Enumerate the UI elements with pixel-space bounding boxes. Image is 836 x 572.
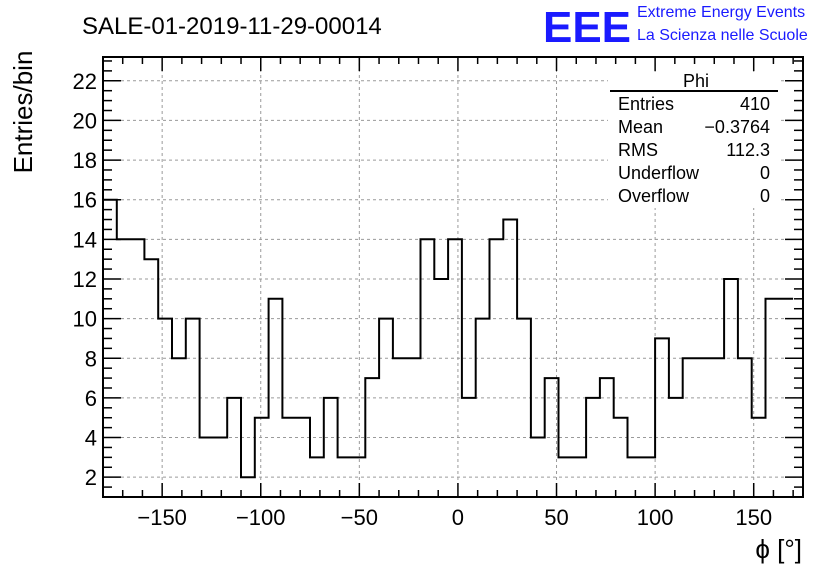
histogram-bin xyxy=(545,378,559,497)
histogram-bin xyxy=(365,378,379,497)
stats-box-background xyxy=(608,72,778,208)
y-axis-ticks: 2 4 6 8 10 12 14 16 18 20 22 xyxy=(73,60,803,490)
y-tick-label: 2 xyxy=(85,465,97,490)
stats-row-label: Mean xyxy=(618,117,663,137)
histogram-bin xyxy=(517,319,531,497)
y-tick-label: 12 xyxy=(73,267,97,292)
logo-mark: EEE xyxy=(543,3,631,52)
histogram-bin xyxy=(131,239,145,497)
logo-line-1: Extreme Energy Events xyxy=(637,4,805,21)
histogram-bin xyxy=(172,358,186,497)
eee-logo: EEE Extreme Energy Events La Scienza nel… xyxy=(543,3,808,52)
y-tick-label: 18 xyxy=(73,148,97,173)
histogram-bin xyxy=(269,299,283,497)
histogram-bin xyxy=(213,438,227,497)
y-axis-label: Entries/bin xyxy=(8,51,38,174)
logo-line-2: La Scienza nelle Scuole xyxy=(637,27,808,44)
stats-row-label: Overflow xyxy=(618,186,690,206)
y-tick-label: 16 xyxy=(73,188,97,213)
histogram-bin xyxy=(766,299,780,497)
stats-row-value: 0 xyxy=(760,163,770,183)
histogram-bin xyxy=(434,279,448,497)
y-tick-label: 8 xyxy=(85,346,97,371)
histogram-bin xyxy=(420,239,434,497)
histogram-bin xyxy=(710,358,724,497)
histogram-bin xyxy=(724,279,738,497)
stats-row-value: −0.3764 xyxy=(704,117,770,137)
histogram-bin xyxy=(186,319,200,497)
x-tick-label: −50 xyxy=(341,505,378,530)
histogram-bin xyxy=(448,239,462,497)
x-tick-label: 0 xyxy=(452,505,464,530)
x-axis-label: ϕ [°] xyxy=(755,534,802,564)
histogram-bin xyxy=(641,457,655,497)
y-tick-label: 6 xyxy=(85,386,97,411)
histogram-outline xyxy=(103,198,794,479)
histogram-bin xyxy=(351,457,365,497)
histogram-bin xyxy=(241,477,255,497)
x-tick-label: 50 xyxy=(544,505,568,530)
histogram-bin xyxy=(683,358,697,497)
histogram-bars xyxy=(103,198,794,497)
stats-row-label: Entries xyxy=(618,94,674,114)
histogram-bin xyxy=(628,457,642,497)
histogram-bin xyxy=(697,358,711,497)
histogram-bin xyxy=(558,457,572,497)
histogram-bin xyxy=(531,438,545,497)
histogram-bin xyxy=(407,358,421,497)
histogram-bin xyxy=(503,220,517,497)
histogram-bin xyxy=(200,438,214,497)
histogram-bin xyxy=(296,418,310,497)
histogram-bin xyxy=(393,358,407,497)
stats-row-value: 112.3 xyxy=(726,140,770,160)
y-tick-label: 14 xyxy=(73,227,97,252)
histogram-bin xyxy=(738,358,752,497)
stats-row-label: RMS xyxy=(618,140,658,160)
histogram-bin xyxy=(572,457,586,497)
histogram-bin xyxy=(462,398,476,497)
histogram-bin xyxy=(614,418,628,497)
x-axis-ticks: −150 −100 −50 0 50 100 150 xyxy=(102,57,794,530)
histogram-bin xyxy=(227,398,241,497)
x-tick-label: 100 xyxy=(637,505,674,530)
histogram-bin xyxy=(489,239,503,497)
histogram-bin xyxy=(310,457,324,497)
x-tick-label: 150 xyxy=(735,505,772,530)
x-tick-label: −150 xyxy=(137,505,187,530)
y-tick-label: 10 xyxy=(73,307,97,332)
histogram-bin xyxy=(586,398,600,497)
histogram-bin xyxy=(324,398,338,497)
histogram-bin xyxy=(600,378,614,497)
plot-frame xyxy=(102,56,804,498)
chart-title: SALE-01-2019-11-29-00014 xyxy=(82,13,382,40)
stats-row-label: Underflow xyxy=(618,163,700,183)
histogram-bin xyxy=(282,418,296,497)
stats-row-value: 0 xyxy=(760,186,770,206)
histogram-bin xyxy=(476,319,490,497)
y-tick-label: 4 xyxy=(85,426,97,451)
histogram-bin xyxy=(158,319,172,497)
y-tick-label: 22 xyxy=(73,69,97,94)
histogram-bin xyxy=(255,418,269,497)
y-tick-label: 20 xyxy=(73,108,97,133)
stats-box: Phi Entries 410 Mean −0.3764 RMS 112.3 Underfl… xyxy=(608,71,778,208)
stats-box-title: Phi xyxy=(683,71,709,91)
x-tick-label: −100 xyxy=(236,505,286,530)
histogram-bin xyxy=(655,338,669,497)
histogram-bin xyxy=(669,398,683,497)
histogram-bin xyxy=(379,319,393,497)
histogram-bin xyxy=(144,259,158,497)
histogram-bin xyxy=(117,239,131,497)
stats-row-value: 410 xyxy=(740,94,770,114)
plot-border xyxy=(102,56,804,498)
